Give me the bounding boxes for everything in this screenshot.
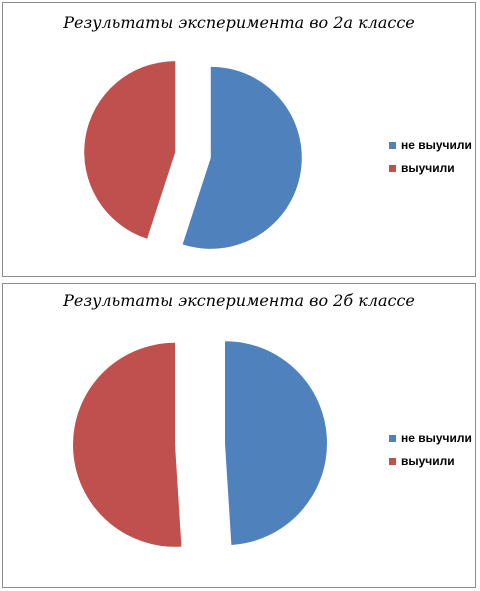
legend-item-not-learned: не выучили — [389, 430, 472, 446]
legend-item-learned: выучили — [389, 453, 472, 469]
chart-panel-2b: Результаты эксперимента во 2б классе не … — [2, 283, 476, 588]
legend-swatch-red — [389, 457, 396, 465]
slice-not-learned — [224, 341, 327, 546]
legend-swatch-blue — [389, 141, 396, 149]
legend: не выучили выучили — [389, 430, 472, 476]
legend-label: выучили — [401, 454, 455, 468]
legend-label: не выучили — [401, 138, 472, 152]
chart-panel-2a: Результаты эксперимента во 2а классе не … — [2, 2, 476, 277]
slice-learned — [73, 342, 182, 547]
legend-label: выучили — [401, 161, 455, 175]
pie-chart-2b — [73, 341, 327, 547]
legend-label: не выучили — [401, 431, 472, 445]
legend-swatch-red — [389, 164, 396, 172]
slice-learned — [84, 61, 176, 239]
legend-item-learned: выучили — [389, 160, 472, 176]
pie-chart-2a — [84, 61, 302, 249]
legend-item-not-learned: не выучили — [389, 137, 472, 153]
chart-title: Результаты эксперимента во 2б классе — [63, 291, 415, 310]
legend: не выучили выучили — [389, 137, 472, 183]
slice-not-learned — [182, 66, 302, 249]
legend-swatch-blue — [389, 434, 396, 442]
chart-title: Результаты эксперимента во 2а классе — [63, 13, 415, 32]
